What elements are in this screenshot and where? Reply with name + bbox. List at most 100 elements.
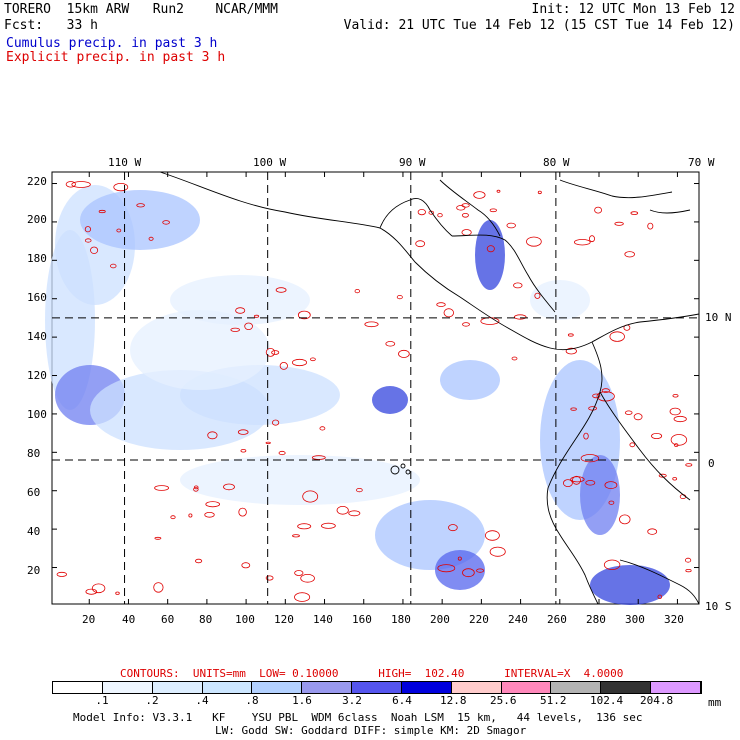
precip-contour: [513, 314, 527, 320]
physics-info: LW: Godd SW: Goddard DIFF: simple KM: 2D…: [215, 724, 527, 737]
precip-contour: [356, 487, 363, 493]
precip-contour: [110, 263, 117, 269]
precip-contour: [417, 209, 426, 216]
colorbar-swatch: [53, 682, 103, 693]
colorbar-label: 51.2: [540, 694, 567, 707]
precip-contour: [207, 431, 218, 440]
valid-time: Valid: 21 UTC Tue 14 Feb 12 (15 CST Tue …: [343, 18, 735, 33]
contour-info: CONTOURS: UNITS=mm LOW= 0.10000 HIGH= 10…: [120, 667, 624, 680]
colorbar-swatch: [102, 682, 153, 693]
colorbar-swatch: [401, 682, 452, 693]
precip-contour: [90, 246, 99, 254]
precip-contour: [673, 415, 687, 423]
precip-contour: [489, 546, 506, 557]
x-tick-120: 120: [274, 613, 294, 626]
precip-contour: [489, 208, 497, 213]
precip-contour: [537, 190, 542, 195]
precip-contour: [624, 251, 635, 258]
colorbar-swatch: [651, 682, 701, 693]
colorbar-swatch: [551, 682, 602, 693]
precip-shade-region: [80, 190, 200, 250]
x-tick-140: 140: [313, 613, 333, 626]
precip-contour: [204, 511, 215, 518]
colorbar-swatch: [202, 682, 253, 693]
precip-contour: [297, 310, 311, 320]
precip-contour: [320, 522, 336, 529]
precip-contour: [672, 394, 679, 398]
x-tick-40: 40: [122, 613, 136, 626]
precip-contour: [240, 449, 247, 453]
x-tick-200: 200: [430, 613, 450, 626]
lon-label-70w: 70 W: [688, 156, 715, 169]
precip-contour: [230, 327, 241, 332]
precip-shade-region: [130, 310, 270, 390]
colorbar-swatch: [352, 682, 402, 693]
precip-contour: [193, 487, 199, 492]
precip-contour: [601, 388, 610, 393]
precip-contour: [443, 308, 455, 318]
precip-contour: [570, 476, 585, 483]
precip-contour: [265, 347, 276, 357]
colorbar-label: 3.2: [342, 694, 362, 707]
precip-contour: [398, 349, 410, 358]
precip-contour: [462, 568, 475, 578]
precip-contour: [188, 513, 193, 518]
coastlines: [159, 171, 700, 605]
precip-contour: [511, 356, 518, 361]
precip-contour: [473, 191, 486, 199]
x-tick-300: 300: [625, 613, 645, 626]
precip-contour: [670, 434, 688, 446]
precip-contour: [573, 238, 591, 246]
precip-contour: [437, 564, 456, 573]
colorbar-swatch: [302, 682, 353, 693]
precip-contour: [674, 443, 679, 448]
precip-contour: [585, 480, 596, 486]
precip-contour: [506, 222, 516, 229]
precip-contour: [84, 226, 92, 233]
precip-contour: [241, 562, 251, 569]
lat-label-10n: 10 N: [705, 311, 732, 324]
precip-contour: [170, 515, 176, 520]
precip-contour: [294, 570, 304, 576]
precip-shade-region: [440, 360, 500, 400]
precip-contour: [630, 211, 639, 215]
precip-contour: [162, 220, 170, 225]
lat-label-0: 0: [708, 457, 715, 470]
precip-contour: [651, 432, 663, 439]
lat-label-10s: 10 S: [705, 600, 732, 613]
precip-contour: [271, 419, 280, 426]
y-tick-140: 140: [27, 330, 47, 343]
precip-contour: [85, 588, 98, 595]
precip-contour: [278, 450, 286, 456]
precip-contour: [336, 505, 349, 515]
init-time: Init: 12 UTC Mon 13 Feb 12: [531, 2, 736, 17]
precip-contour: [244, 322, 253, 330]
precip-shade-region: [590, 565, 670, 605]
x-tick-180: 180: [391, 613, 411, 626]
precip-contour: [153, 582, 164, 593]
precip-contour: [279, 361, 288, 370]
y-tick-180: 180: [27, 252, 47, 265]
precip-contour: [415, 240, 426, 248]
colorbar-swatch: [152, 682, 203, 693]
precip-contour: [436, 302, 446, 307]
precip-contour: [148, 236, 154, 241]
precip-contour: [275, 287, 287, 293]
model-info: Model Info: V3.3.1 KF YSU PBL WDM 6class…: [73, 711, 643, 724]
precip-shade-region: [580, 455, 620, 535]
x-tick-280: 280: [586, 613, 606, 626]
colorbar-label: 6.4: [392, 694, 412, 707]
precip-contour: [526, 236, 542, 247]
precip-contour: [56, 571, 68, 577]
precip-contour: [594, 206, 602, 214]
precip-contour: [685, 568, 692, 573]
precip-contour: [457, 556, 462, 561]
x-tick-20: 20: [82, 613, 96, 626]
precip-contour: [297, 523, 312, 530]
precip-shade-region: [180, 455, 420, 505]
precip-contour: [265, 441, 271, 445]
lon-label-80w: 80 W: [543, 156, 570, 169]
precip-contour: [563, 479, 573, 488]
precip-contour: [685, 463, 693, 467]
y-tick-60: 60: [27, 486, 41, 499]
